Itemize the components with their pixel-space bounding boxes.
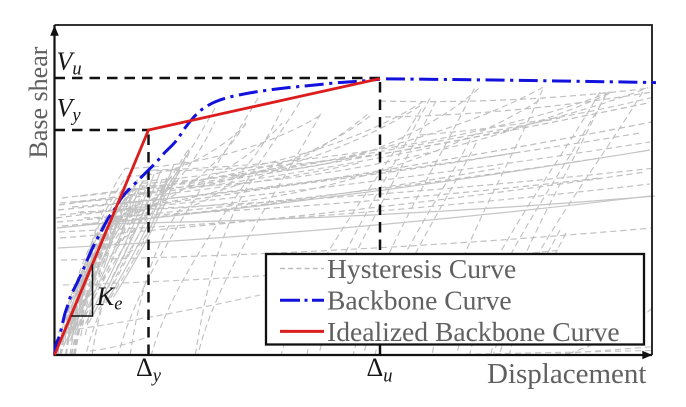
svg-text:Hysteresis Curve: Hysteresis Curve (327, 253, 516, 284)
svg-text:Base shear: Base shear (24, 46, 53, 158)
svg-text:Backbone Curve: Backbone Curve (327, 285, 512, 316)
svg-text:Displacement: Displacement (487, 358, 646, 390)
svg-text:Idealized Backbone Curve: Idealized Backbone Curve (327, 316, 620, 347)
